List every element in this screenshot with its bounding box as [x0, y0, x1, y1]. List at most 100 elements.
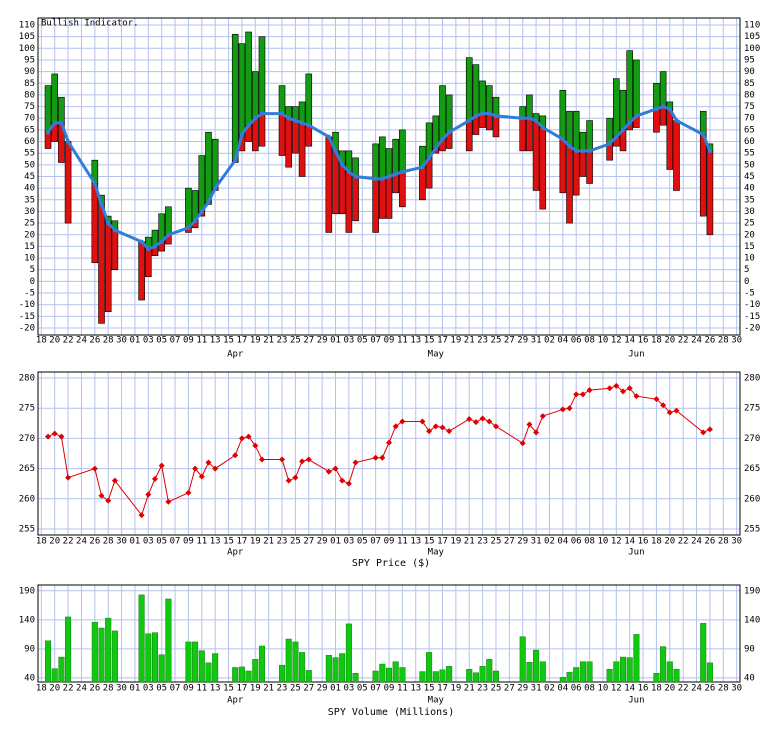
bar-up	[251, 71, 259, 119]
volume-bar	[305, 670, 312, 683]
volume-bar	[339, 653, 346, 683]
y-tick-label: 65	[24, 125, 35, 135]
x-tick-label: 27	[504, 537, 515, 547]
y-tick-label-right: 20	[744, 230, 755, 240]
x-tick-label: 17	[437, 684, 448, 694]
volume-bar	[105, 617, 112, 683]
y-tick-label-right: 35	[744, 195, 755, 205]
volume-bar	[566, 671, 573, 683]
x-tick-label: 29	[517, 684, 528, 694]
indicator-point	[487, 111, 492, 116]
x-tick-label: 19	[450, 336, 461, 346]
x-tick-label: 11	[397, 684, 408, 694]
indicator-point	[246, 123, 251, 128]
x-tick-label: 18	[36, 336, 47, 346]
bar-down	[338, 164, 346, 215]
x-tick-label: 20	[49, 684, 60, 694]
y-tick-label: 0	[30, 277, 35, 287]
y-tick-label: 280	[19, 374, 35, 384]
indicator-point	[567, 143, 572, 149]
volume-bar	[419, 671, 426, 683]
x-tick-label: 05	[156, 336, 167, 346]
x-tick-label: 03	[343, 684, 354, 694]
x-tick-label: 02	[544, 537, 555, 547]
x-tick-label: 24	[691, 684, 702, 694]
volume-bar	[426, 652, 433, 683]
x-tick-label: 26	[704, 537, 715, 547]
x-tick-label: 23	[477, 537, 488, 547]
bar-down	[492, 115, 500, 138]
indicator-point	[400, 169, 405, 175]
x-tick-label: 07	[370, 336, 381, 346]
x-tick-label: 29	[317, 537, 328, 547]
bar-down	[673, 120, 680, 191]
bar-up	[626, 50, 633, 124]
x-tick-label: 02	[544, 336, 555, 346]
volume-bar	[245, 670, 252, 683]
x-tick-label: 07	[170, 684, 181, 694]
y-tick-label-right: 40	[744, 673, 755, 683]
indicator-point	[560, 137, 566, 142]
y-tick-label: -20	[19, 324, 35, 334]
bar-down	[379, 178, 386, 219]
y-tick-label-right: 50	[744, 160, 755, 170]
x-tick-label: 18	[36, 537, 47, 547]
x-tick-label: 16	[638, 336, 649, 346]
x-tick-label: 23	[277, 336, 288, 346]
y-tick-label: 75	[24, 102, 35, 112]
x-tick-label: 28	[718, 336, 729, 346]
x-tick-label: 09	[384, 684, 395, 694]
indicator-point	[159, 239, 164, 244]
bar-down	[539, 127, 547, 210]
price-point	[185, 489, 192, 496]
bar-down	[559, 138, 567, 194]
x-tick-label: 18	[651, 336, 662, 346]
x-tick-label: 09	[183, 336, 194, 346]
x-tick-label: 18	[36, 684, 47, 694]
price-point	[292, 474, 299, 481]
x-tick-label: 13	[410, 537, 421, 547]
volume-bar	[51, 668, 58, 683]
price-point	[519, 440, 526, 447]
x-tick-label: 04	[557, 684, 568, 694]
y-tick-label-right: 65	[744, 125, 755, 135]
volume-bar	[392, 661, 399, 683]
indicator-point	[580, 148, 586, 154]
bar-down	[44, 131, 52, 149]
bar-up	[399, 129, 406, 173]
y-tick-label-right: 15	[744, 242, 755, 252]
x-tick-label: 25	[491, 537, 502, 547]
x-tick-label: 01	[330, 684, 341, 694]
x-tick-label: 12	[611, 684, 622, 694]
y-tick-label-right: 75	[744, 102, 755, 112]
x-tick-label: 29	[517, 537, 528, 547]
y-tick-label-right: 10	[744, 254, 755, 264]
x-tick-label: 23	[277, 537, 288, 547]
price-point	[426, 428, 433, 435]
y-tick-label-right: 30	[744, 207, 755, 217]
volume-bar	[238, 666, 245, 683]
volume-bar	[673, 669, 680, 683]
plot-frame	[37, 371, 741, 536]
y-tick-label-right: 95	[744, 55, 755, 65]
y-tick-label-right: -10	[744, 300, 760, 310]
indicator-point	[627, 120, 632, 126]
bar-down	[372, 178, 379, 233]
x-tick-label: 17	[236, 684, 247, 694]
x-tick-label: 31	[531, 336, 542, 346]
x-tick-label: 12	[611, 537, 622, 547]
x-tick-label: 09	[183, 684, 194, 694]
price-point	[559, 406, 566, 413]
price-point	[372, 454, 379, 461]
x-tick-label: 30	[731, 537, 742, 547]
y-tick-label: 275	[19, 404, 35, 414]
bar-up	[572, 110, 580, 152]
bar-up	[472, 64, 480, 117]
x-tick-label: 15	[223, 684, 234, 694]
x-tick-label: 22	[63, 336, 74, 346]
plot-frame	[37, 17, 741, 336]
bar-down	[352, 176, 359, 222]
x-axis-title: SPY Price ($)	[352, 558, 430, 569]
x-tick-label: 26	[89, 537, 100, 547]
